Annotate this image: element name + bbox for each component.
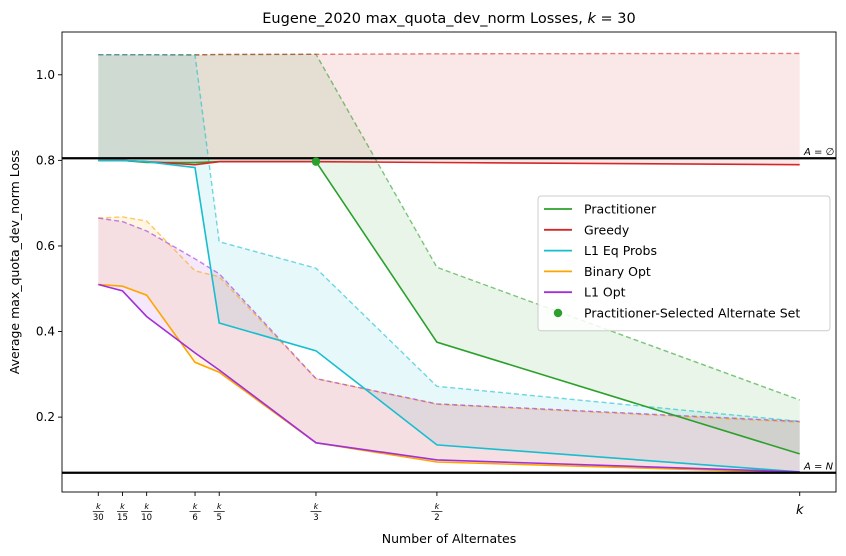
x-tick-label-denominator: 15: [117, 513, 128, 523]
y-tick-label: 0.8: [36, 153, 55, 167]
binary-opt-line: [98, 283, 800, 474]
l1-eq-probs-line: [98, 159, 800, 473]
legend-label-l1-opt: L1 Opt: [584, 285, 626, 300]
y-tick-label: 0.6: [36, 239, 55, 253]
legend-label-binary-opt: Binary Opt: [584, 264, 651, 279]
x-tick-label-numerator: k: [96, 502, 101, 511]
reference-label-2: A = N: [803, 462, 834, 473]
x-tick-label-denominator: 30: [93, 513, 104, 523]
x-tick-label: k: [796, 503, 804, 518]
y-tick-label: 0.4: [36, 325, 55, 339]
y-tick-label: 0.2: [36, 410, 55, 424]
l1-eq-probs-upper-line: [98, 54, 800, 423]
x-tick-label-numerator: k: [314, 502, 319, 511]
legend-swatch-practitioner-selected-alternate-set: [553, 308, 563, 318]
x-axis-label: Number of Alternates: [382, 531, 516, 546]
l1-opt-line: [98, 283, 800, 473]
legend-label-l1-eq-probs: L1 Eq Probs: [584, 243, 657, 258]
x-tick-label-numerator: k: [144, 502, 149, 511]
greedy-band: [98, 53, 800, 165]
x-tick-label-denominator: 5: [217, 513, 222, 523]
legend-label-practitioner-selected-alternate-set: Practitioner-Selected Alternate Set: [584, 306, 800, 321]
y-axis-label: Average max_quota_dev_norm Loss: [7, 150, 22, 374]
legend-label-greedy: Greedy: [584, 222, 630, 237]
legend: Practitioner Greedy L1 Eq Probs Binary Opt L…: [537, 195, 831, 332]
binary-opt-band: [98, 216, 800, 473]
l1-opt-band: [98, 218, 800, 472]
x-tick-label-denominator: 3: [313, 513, 318, 523]
x-tick-label-numerator: k: [217, 502, 222, 511]
plot-area: A = ∅ A = N 0.2 0.4 0.6 0.8 1.0 k 30 k 15 k 10 k 6 k 5 k 3…: [36, 31, 837, 523]
x-tick-label-numerator: k: [120, 502, 125, 511]
reference-label-1: A = ∅: [803, 147, 834, 158]
axes-frame: [61, 31, 837, 493]
y-tick-label: 1.0: [36, 68, 55, 82]
practitioner-band: [98, 54, 800, 454]
chart-title: Eugene_2020 max_quota_dev_norm Losses, k…: [262, 11, 635, 27]
selected-alternate-point: [311, 157, 321, 166]
x-tick-label-denominator: 10: [141, 513, 152, 523]
x-tick-label-numerator: k: [193, 502, 198, 511]
x-tick-label-numerator: k: [435, 502, 440, 511]
legend-label-practitioner: Practitioner: [584, 202, 657, 217]
x-tick-label-denominator: 2: [434, 513, 439, 523]
x-tick-label-denominator: 6: [192, 513, 197, 523]
l1-opt-upper-line: [98, 217, 800, 423]
legend-box: [537, 195, 831, 332]
l1-eq-probs-band: [98, 54, 800, 472]
